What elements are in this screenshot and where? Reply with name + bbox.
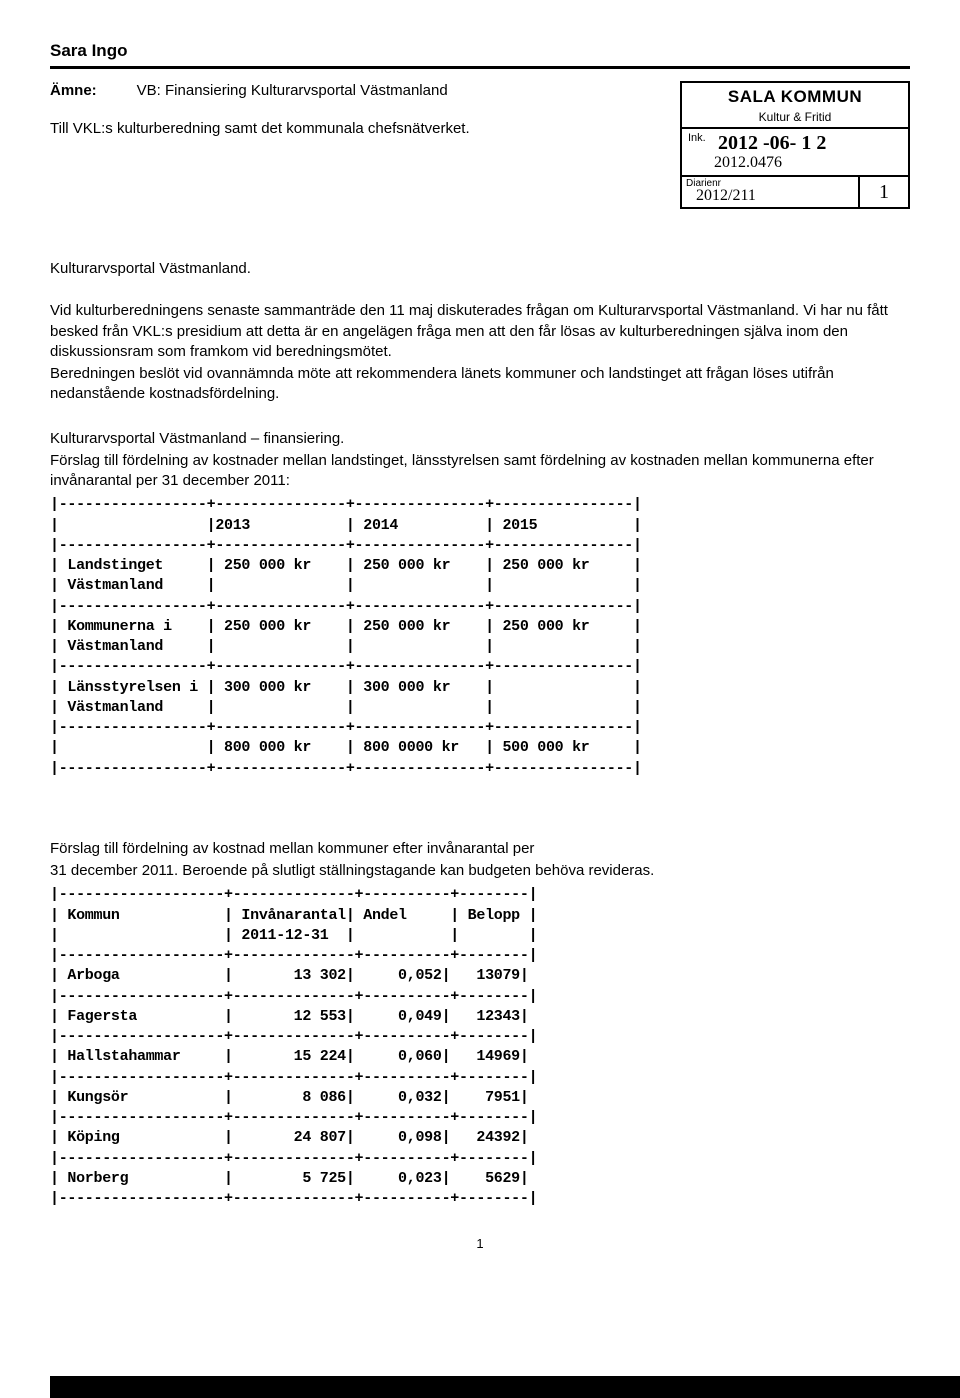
stamp-dept: Kultur & Fritid [686,109,904,125]
second-intro-line2: 31 december 2011. Beroende på slutligt s… [50,861,910,881]
subject-value: VB: Finansiering Kulturarvsportal Västma… [137,81,448,101]
page-number: 1 [50,1235,910,1253]
stamp-diary-row: Diarienr 2012/211 1 [682,177,908,207]
financing-intro: Förslag till fördelning av kostnader mel… [50,451,910,492]
stamp-ink-label: Ink. [688,131,706,146]
second-intro-line1: Förslag till fördelning av kostnad mella… [50,839,910,859]
stamp-diary-val: 2012/211 [696,185,756,207]
body-paragraphs: Vid kulturberedningens senaste sammanträ… [50,301,910,404]
scan-bottom-bar [50,1376,960,1398]
second-table-intro: Förslag till fördelning av kostnad mella… [50,839,910,1210]
table-cost-distribution: |-----------------+---------------+-----… [50,495,910,779]
section-title-text: Kulturarvsportal Västmanland. [50,259,910,279]
body-para-2: Beredningen beslöt vid ovannämnda möte a… [50,364,910,405]
receipt-stamp: SALA KOMMUN Kultur & Fritid Ink. 2012 -0… [680,81,910,209]
sender-name: Sara Ingo [50,40,910,69]
subject-row: Ämne: VB: Finansiering Kulturarvsportal … [50,81,680,101]
stamp-diary-page: 1 [860,177,908,207]
stamp-org: SALA KOMMUN [686,86,904,109]
subject-label: Ämne: [50,81,97,101]
financing-title: Kulturarvsportal Västmanland – finansier… [50,429,910,449]
left-meta: Ämne: VB: Finansiering Kulturarvsportal … [50,81,680,148]
table-municipalities: |-------------------+--------------+----… [50,885,910,1209]
to-line: Till VKL:s kulturberedning samt det komm… [50,119,680,139]
top-meta: Ämne: VB: Finansiering Kulturarvsportal … [50,81,910,209]
body-para-1: Vid kulturberedningens senaste sammanträ… [50,301,910,362]
financing-block: Kulturarvsportal Västmanland – finansier… [50,429,910,779]
stamp-ink-row: Ink. 2012 -06- 1 2 2012.0476 [682,129,908,177]
stamp-header: SALA KOMMUN Kultur & Fritid [682,83,908,129]
stamp-diary-left: Diarienr 2012/211 [682,177,860,207]
section-title-1: Kulturarvsportal Västmanland. [50,259,910,279]
stamp-hand-date: 2012.0476 [714,152,782,174]
